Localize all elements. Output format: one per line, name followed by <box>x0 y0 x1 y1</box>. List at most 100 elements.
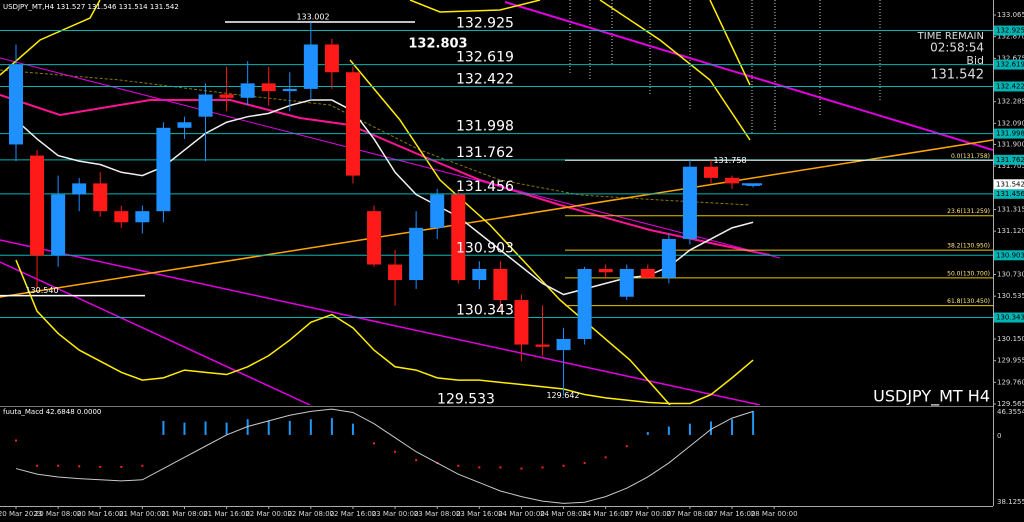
candle-body <box>619 268 634 297</box>
y-tick-label: 132.090 <box>997 119 1024 127</box>
macd-bar <box>246 419 249 435</box>
level-label: 131.998 <box>456 119 514 135</box>
candle-body <box>30 155 45 256</box>
axis-price-label: 132.422 <box>996 82 1024 90</box>
trendline <box>0 239 761 405</box>
candle-body <box>451 194 466 281</box>
y-tick-label: 131.705 <box>997 162 1024 170</box>
time-remain: 02:58:54 <box>930 41 984 55</box>
macd-bar <box>520 467 523 470</box>
candle-body <box>135 211 150 223</box>
drawings <box>0 0 993 405</box>
macd-bar <box>604 456 607 459</box>
axis-price-label: 131.456 <box>996 190 1024 198</box>
indicator-line <box>15 99 754 296</box>
upper-band <box>0 0 101 76</box>
axis-price-box <box>994 188 1024 199</box>
macd-axis-label: 38.1255 <box>997 498 1024 506</box>
candle-body <box>703 166 718 178</box>
fibo-label: 38.2(130.950) <box>947 243 990 250</box>
y-tick-label: 130.535 <box>997 292 1024 300</box>
bid: 131.542 <box>930 68 984 83</box>
x-tick-label: 22 Mar 16:00 <box>330 510 377 518</box>
macd-bar <box>183 422 186 435</box>
macd-bar <box>646 432 649 435</box>
macd-signal <box>15 408 754 504</box>
macd-bar <box>288 420 291 435</box>
macd-bar <box>57 464 60 467</box>
macd-bar <box>162 420 165 435</box>
symbol-info: USDJPY_MT,H4 131.527 131.546 131.514 131… <box>3 3 179 11</box>
y-tick-label: 131.120 <box>997 227 1024 235</box>
x-tick-label: 24 Mar 00:00 <box>498 510 545 518</box>
bid-label: Bid <box>966 54 984 67</box>
y-tick-label: 132.285 <box>997 98 1024 106</box>
macd-bar <box>267 420 270 435</box>
trendline <box>504 1 993 151</box>
fibo-label: 23.6(131.259) <box>947 208 990 215</box>
axis-price-label: 130.903 <box>996 251 1024 259</box>
macd-bar <box>120 465 123 468</box>
macd-bar <box>541 466 544 469</box>
axis-price-label: 131.762 <box>996 156 1024 164</box>
axis-price-box <box>994 154 1024 165</box>
macd-bar <box>562 464 565 467</box>
macd-bar <box>15 439 17 442</box>
macd-title: fuuta_Macd 42.6848 0.0000 <box>3 408 101 416</box>
macd-bar <box>394 450 397 453</box>
macd-bar <box>204 421 207 435</box>
upper-band <box>599 0 751 141</box>
y-tick-label: 129.760 <box>997 378 1024 386</box>
axis-price-box <box>994 25 1024 36</box>
y-tick-label: 133.065 <box>997 11 1024 19</box>
candle-body <box>409 227 424 281</box>
candle-body <box>93 183 108 212</box>
candle-body <box>598 268 613 273</box>
candle-body <box>9 64 23 145</box>
candle-body <box>577 268 592 339</box>
time-remain-label: TIME REMAIN <box>917 31 984 42</box>
candle-body <box>240 83 255 98</box>
x-tick-label: 24 Mar 08:00 <box>540 510 587 518</box>
y-tick-label: 131.315 <box>997 206 1024 214</box>
trendline <box>0 139 993 298</box>
macd-bar <box>330 418 333 435</box>
axis-price-box <box>994 81 1024 92</box>
macd-bar <box>583 461 586 464</box>
price-annotation: 129.642 <box>546 391 579 400</box>
macd-bar <box>457 464 460 467</box>
y-tick-label: 132.675 <box>997 54 1024 62</box>
macd-bar <box>309 419 312 435</box>
axis-price-label: 132.619 <box>996 61 1024 69</box>
y-tick-label: 129.565 <box>997 400 1024 408</box>
candle-body <box>198 94 213 117</box>
candle-body <box>367 211 382 265</box>
macd-bar <box>78 465 81 468</box>
macd-axis-label: 0 <box>997 432 1001 440</box>
level-label: 132.422 <box>456 71 514 87</box>
level-label: 132.619 <box>456 50 514 66</box>
macd-bar <box>688 423 691 435</box>
upper-band <box>409 0 541 13</box>
macd-axis-label: 46.3554 <box>997 408 1024 416</box>
y-tick-label: 130.150 <box>997 335 1024 343</box>
axis-price-box <box>994 59 1024 70</box>
macd-bar <box>225 422 228 435</box>
candle-body <box>661 238 676 278</box>
level-label: 131.762 <box>456 145 514 161</box>
axis-price-box <box>994 312 1024 323</box>
upper-band <box>709 0 751 86</box>
candle-body <box>345 72 360 176</box>
x-tick-label: 28 Mar 00:00 <box>751 510 798 518</box>
candle-body <box>219 94 234 98</box>
trendline <box>0 57 781 259</box>
macd-bar <box>415 459 418 462</box>
macd-bar <box>752 410 755 435</box>
x-tick-label: 21 Mar 00:00 <box>119 510 166 518</box>
macd-bar <box>99 465 102 468</box>
x-tick-label: 20 Mar 2023 <box>0 510 42 518</box>
candle-body <box>640 268 655 278</box>
axis-price-box <box>994 128 1024 139</box>
